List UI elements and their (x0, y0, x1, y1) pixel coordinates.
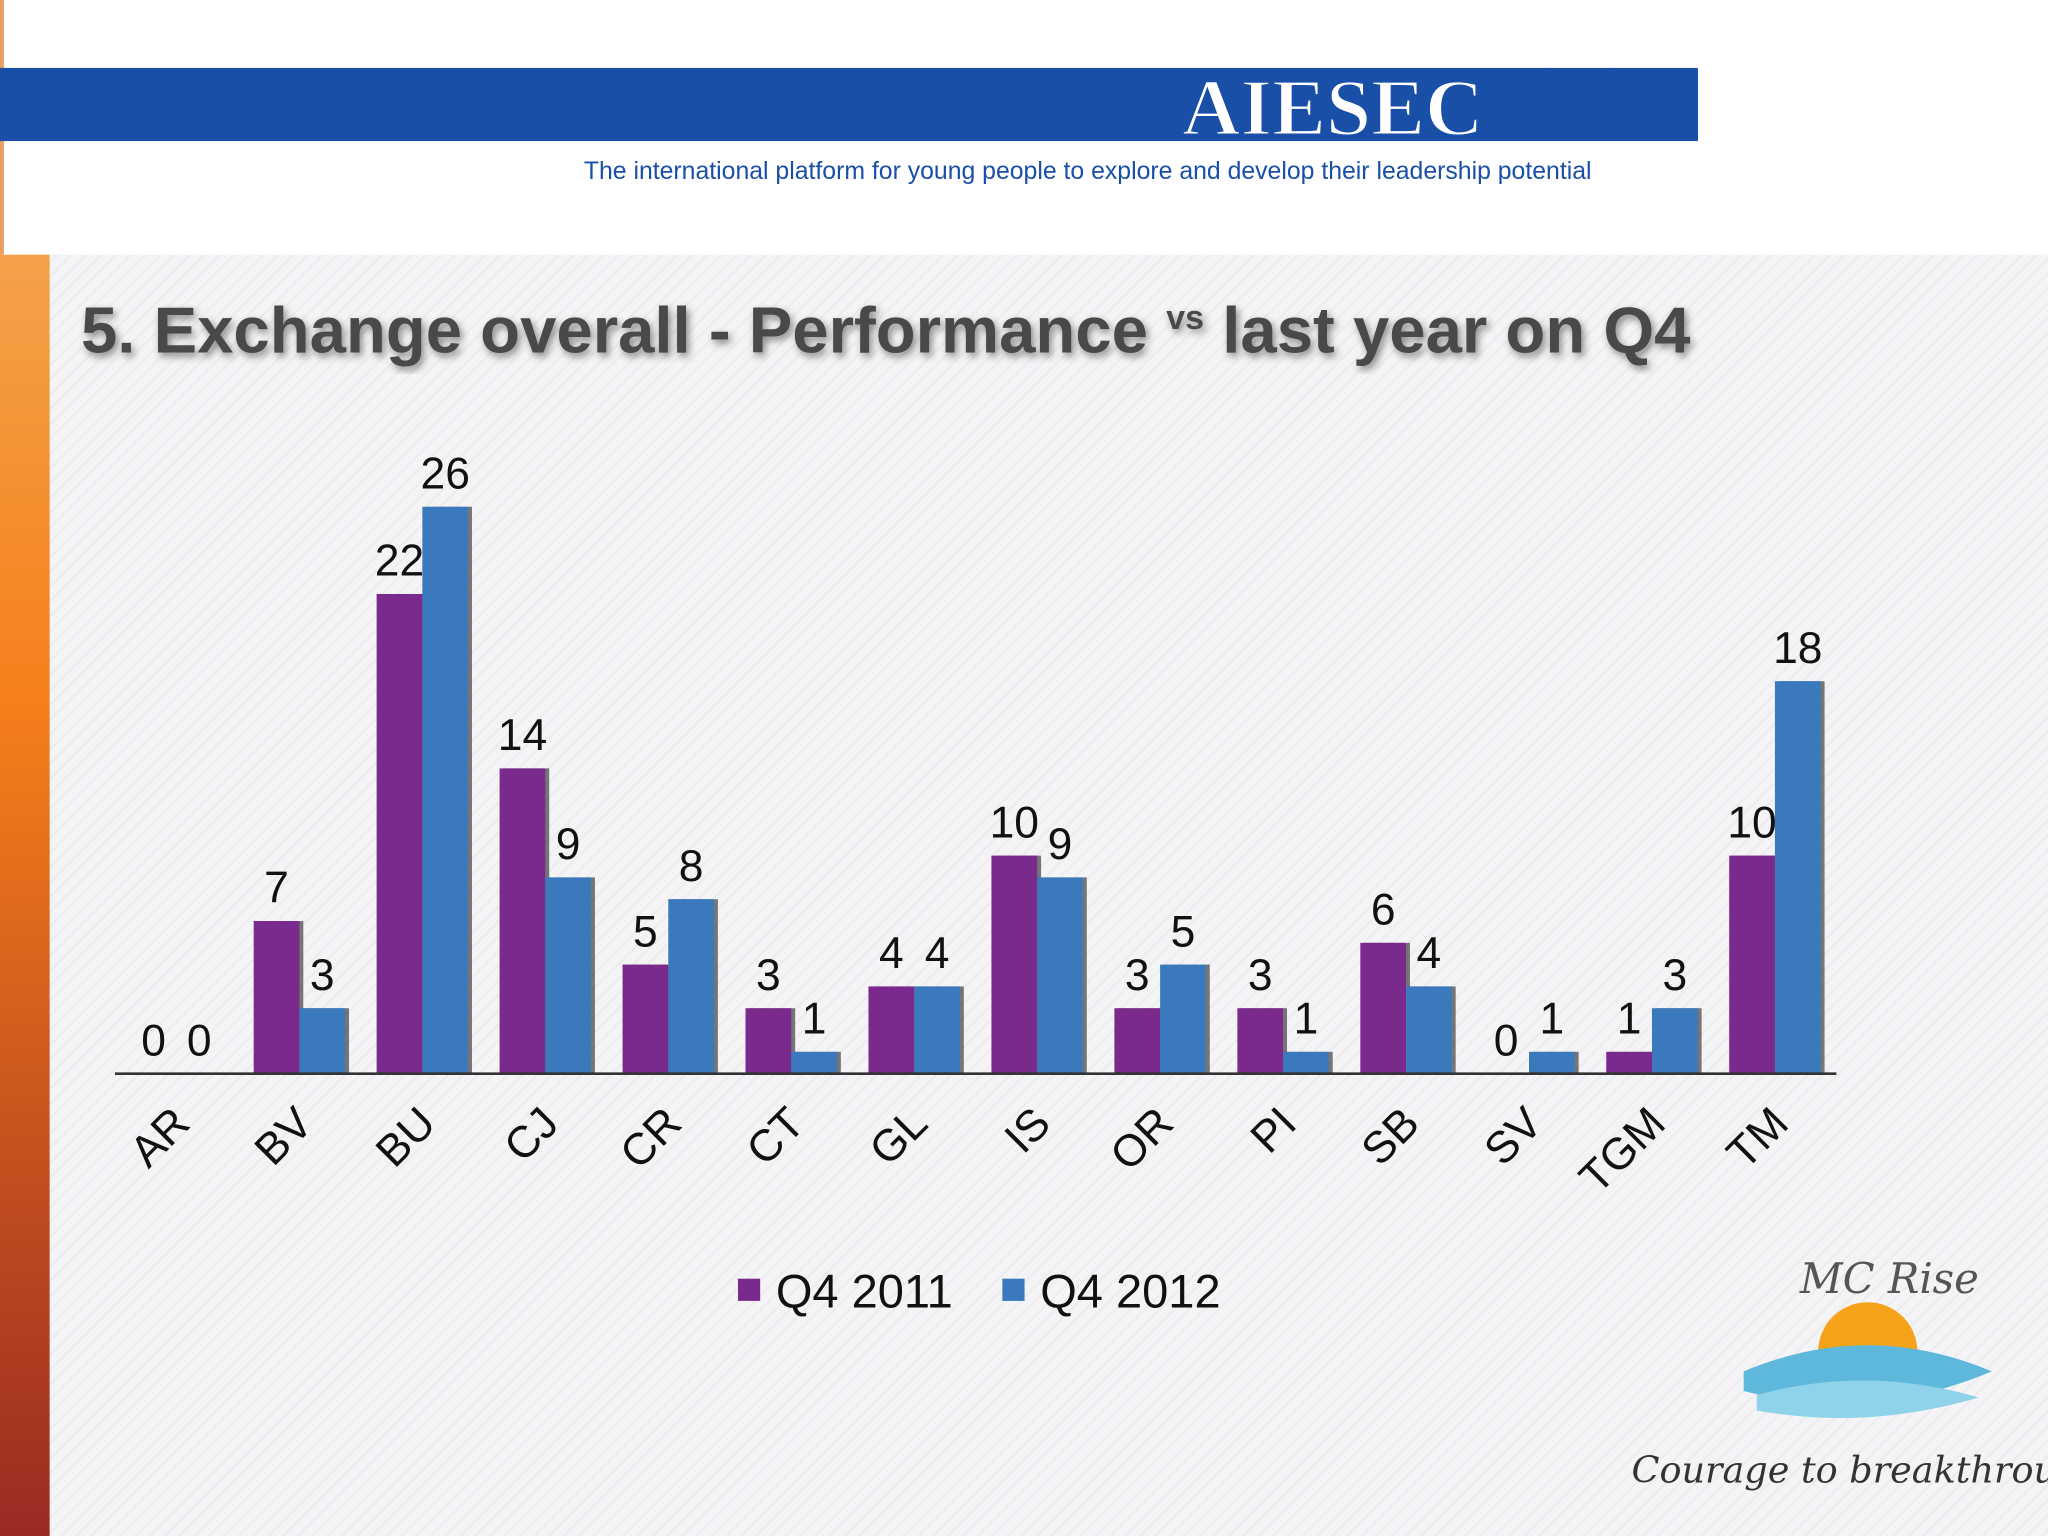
bar (1160, 964, 1206, 1074)
bar (622, 964, 669, 1074)
data-label: 3 (756, 951, 781, 1000)
bar (422, 506, 469, 1074)
data-label: 9 (1048, 820, 1073, 869)
title-part: 5. Exchange overall - Performance (81, 294, 1148, 367)
title-part: last year on Q4 (1222, 294, 1690, 367)
data-label: 8 (679, 842, 704, 891)
legend-swatch (1002, 1278, 1025, 1301)
bar (299, 1008, 346, 1074)
data-label: 7 (264, 864, 289, 913)
logo: MC Rise Courage to breakthrough (1631, 1254, 2048, 1491)
bar (499, 768, 546, 1074)
bar (668, 899, 714, 1074)
legend-swatch (737, 1278, 761, 1301)
data-label: 6 (1371, 886, 1396, 935)
bar (868, 986, 915, 1074)
bar (253, 921, 300, 1074)
bar (914, 986, 960, 1074)
data-label: 0 (1494, 1016, 1519, 1065)
logo-slogan: Courage to breakthrough (1631, 1448, 2048, 1491)
data-label: 4 (879, 929, 904, 978)
legend-label: Q4 2011 (776, 1264, 953, 1317)
brand: AIESEC (1182, 63, 1484, 153)
bar (1114, 1008, 1161, 1074)
data-label: 0 (187, 1016, 212, 1065)
data-label: 3 (1248, 951, 1273, 1000)
data-label: 4 (1417, 929, 1442, 978)
data-label: 22 (375, 537, 424, 586)
brand-figures (1507, 67, 1651, 139)
bar (1529, 1051, 1575, 1074)
chart-title: 5. Exchange overall - Performance vs last … (81, 294, 1690, 367)
data-label: 9 (556, 820, 581, 869)
data-label: 10 (1727, 798, 1776, 847)
title-sup: vs (1166, 299, 1204, 337)
data-label: 1 (802, 995, 827, 1044)
bar (1774, 681, 1821, 1074)
data-label: 5 (1171, 907, 1196, 956)
data-label: 4 (925, 929, 950, 978)
data-label: 0 (141, 1016, 166, 1065)
bar (991, 855, 1038, 1074)
data-label: 10 (990, 798, 1039, 847)
bar (1283, 1051, 1329, 1074)
logo-name: MC Rise (1799, 1254, 1979, 1303)
bar (545, 877, 592, 1074)
bar (1606, 1051, 1652, 1074)
bar (745, 1008, 792, 1074)
data-label: 26 (421, 449, 470, 498)
data-label: 1 (1540, 995, 1565, 1044)
tagline: The international platform for young peo… (584, 158, 1592, 185)
legend-label: Q4 2012 (1040, 1264, 1220, 1317)
data-label: 3 (310, 951, 335, 1000)
data-label: 18 (1773, 624, 1822, 673)
bar (1651, 1008, 1698, 1074)
bar (1237, 1008, 1284, 1074)
data-label: 1 (1617, 995, 1642, 1044)
logo-wave (1756, 1380, 1979, 1418)
bar (1406, 986, 1452, 1074)
data-label: 1 (1294, 995, 1319, 1044)
bar (1360, 942, 1407, 1074)
bar (1037, 877, 1083, 1074)
bar (791, 1051, 837, 1074)
bar (376, 593, 423, 1074)
data-label: 3 (1125, 951, 1150, 1000)
data-label: 5 (633, 907, 658, 956)
bar (1729, 855, 1775, 1074)
header-band (0, 67, 1698, 142)
data-label: 14 (498, 711, 547, 760)
side-bar (0, 254, 50, 1536)
data-label: 3 (1662, 951, 1687, 1000)
